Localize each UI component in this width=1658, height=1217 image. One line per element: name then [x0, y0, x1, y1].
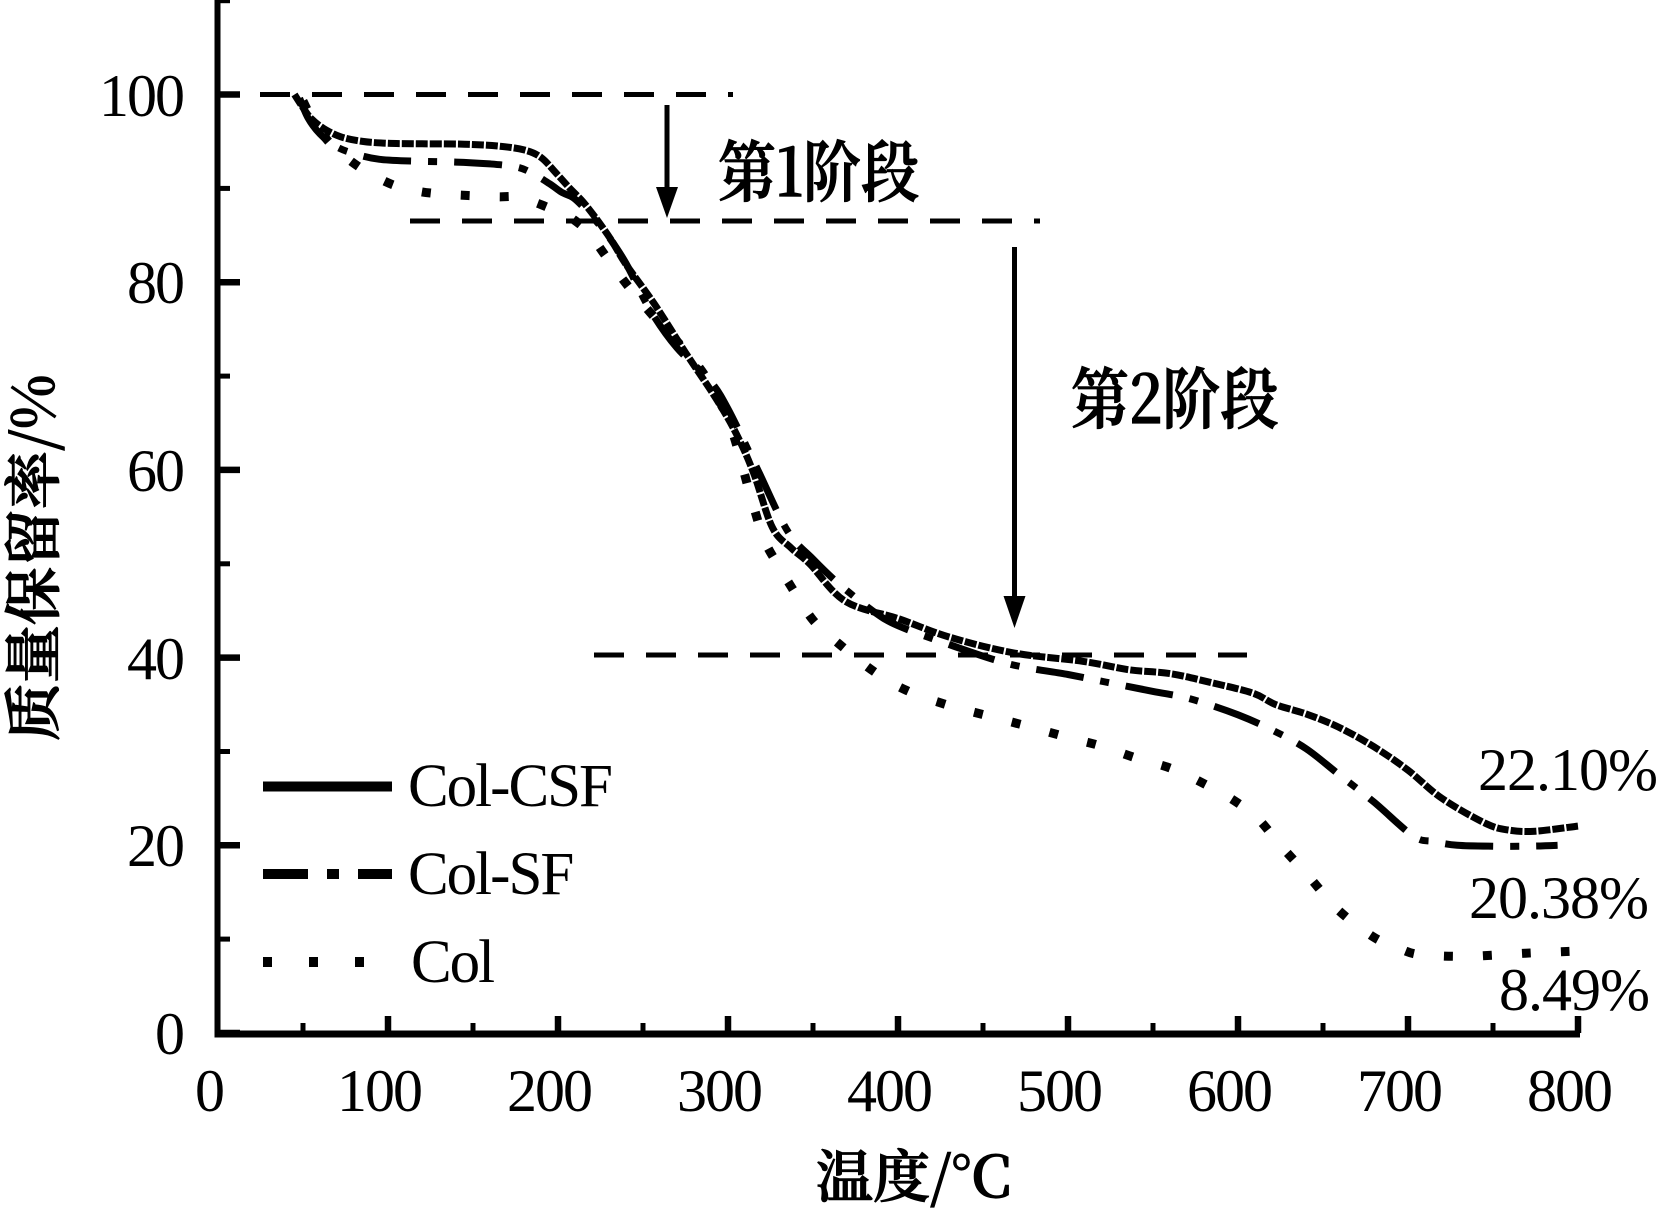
svg-text:Col-CSF: Col-CSF — [408, 753, 611, 820]
svg-text:800: 800 — [1527, 1058, 1611, 1124]
svg-text:Col: Col — [411, 929, 494, 996]
svg-text:200: 200 — [507, 1058, 591, 1124]
svg-text:100: 100 — [337, 1058, 421, 1124]
svg-text:40: 40 — [127, 626, 183, 692]
svg-text:700: 700 — [1357, 1058, 1441, 1124]
svg-text:80: 80 — [127, 250, 183, 316]
svg-text:0: 0 — [195, 1058, 223, 1124]
svg-text:600: 600 — [1187, 1058, 1271, 1124]
svg-text:Col-SF: Col-SF — [408, 841, 572, 908]
svg-text:500: 500 — [1017, 1058, 1101, 1124]
svg-text:300: 300 — [677, 1058, 761, 1124]
svg-text:22.10%: 22.10% — [1478, 737, 1657, 803]
svg-text:60: 60 — [127, 438, 183, 504]
svg-text:0: 0 — [155, 1001, 183, 1067]
svg-text:400: 400 — [847, 1058, 931, 1124]
svg-text:20: 20 — [127, 813, 183, 879]
svg-text:8.49%: 8.49% — [1499, 957, 1649, 1023]
svg-text:20.38%: 20.38% — [1469, 865, 1648, 931]
svg-text:100: 100 — [99, 63, 183, 129]
